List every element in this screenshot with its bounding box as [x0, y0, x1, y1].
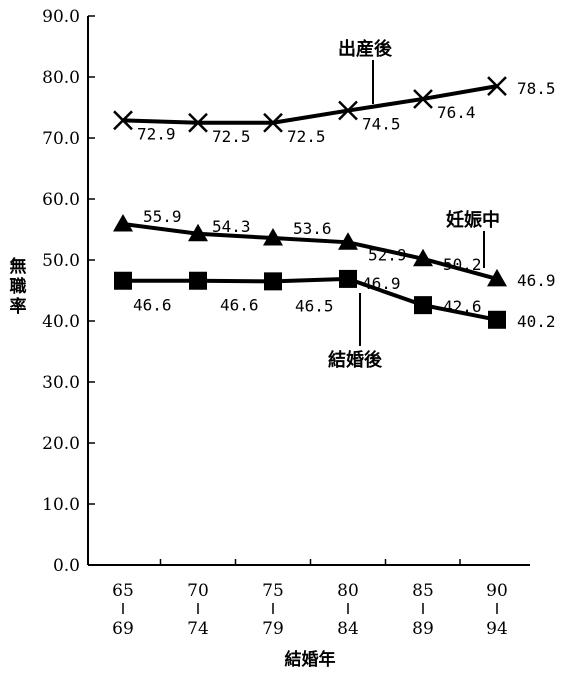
data-point-square-marker [414, 296, 432, 315]
series-layer [113, 76, 507, 329]
ticks-layer: 0.0 10.0 20.0 30.0 40.0 50.0 60.0 70.0 80.0 90.0 6… [10, 7, 508, 670]
x-tick-label-bottom: 69 [112, 619, 134, 639]
data-point-x-marker [413, 89, 433, 109]
x-tick-label-bottom: 89 [412, 619, 434, 639]
labels-layer: 72.9 72.5 72.5 74.5 76.4 78.5 55.9 54.3 53.6 52.9… [133, 79, 556, 331]
data-point-square-marker [488, 310, 506, 329]
data-label: 46.6 [133, 296, 172, 315]
y-tick-label: 50.0 [42, 251, 80, 271]
data-point-x-marker [113, 110, 133, 131]
data-label: 46.6 [220, 296, 259, 315]
x-tick-label-top: 70 [187, 581, 209, 601]
series-line-1 [122, 222, 498, 281]
x-axis-title: 結婚年 [285, 649, 336, 670]
data-point-x-marker [188, 112, 208, 133]
data-point-square-marker [339, 269, 357, 288]
x-tick-label-top: 85 [412, 581, 434, 601]
data-label: 53.6 [293, 219, 332, 238]
data-point-x-marker [338, 100, 358, 121]
data-label: 46.5 [295, 296, 334, 315]
data-label: 78.5 [517, 79, 556, 98]
series-line-2 [123, 276, 498, 322]
data-point-square-marker [264, 272, 282, 291]
data-label: 55.9 [143, 207, 182, 226]
y-axis-title-char: 職 [10, 276, 27, 297]
axes-layer [87, 16, 530, 566]
x-tick-label-bottom: 79 [262, 619, 284, 639]
data-label: 42.6 [443, 297, 482, 316]
series-name-label: 結婚後 [328, 349, 383, 371]
data-point-x-marker [263, 112, 283, 133]
x-tick-label-top: 65 [112, 581, 134, 601]
y-tick-label: 70.0 [42, 129, 80, 149]
data-label: 52.9 [368, 245, 407, 264]
x-tick-label-top: 75 [262, 581, 284, 601]
data-point-triangle-marker [113, 214, 133, 232]
data-label: 46.9 [517, 271, 556, 290]
data-label: 54.3 [212, 217, 251, 236]
series-name-label: 出産後 [338, 38, 393, 60]
data-point-triangle-marker [263, 228, 283, 246]
data-label: 76.4 [437, 103, 476, 122]
y-tick-label: 0.0 [53, 556, 80, 576]
y-tick-label: 60.0 [42, 190, 80, 210]
data-point-square-marker [189, 271, 207, 290]
data-label: 46.9 [362, 274, 401, 293]
data-label: 50.2 [443, 255, 482, 274]
data-point-square-marker [114, 271, 132, 290]
y-tick-label: 80.0 [42, 68, 80, 88]
y-tick-label: 30.0 [42, 373, 80, 393]
data-label: 40.2 [517, 312, 556, 331]
x-tick-label-bottom: 94 [486, 619, 508, 639]
data-label: 72.5 [287, 127, 326, 146]
y-axis-title-char: 率 [10, 296, 27, 317]
data-label: 74.5 [362, 115, 401, 134]
series-name-label: 妊娠中 [446, 209, 500, 231]
y-tick-label: 40.0 [42, 312, 80, 332]
data-point-triangle-marker [338, 232, 358, 250]
y-axis-title-char: 無 [10, 256, 27, 277]
data-label: 72.9 [137, 124, 176, 143]
y-tick-label: 90.0 [42, 7, 80, 27]
data-point-x-marker [487, 76, 507, 97]
y-tick-label: 20.0 [42, 434, 80, 454]
x-tick-label-bottom: 84 [337, 619, 359, 639]
data-point-triangle-marker [413, 248, 433, 267]
data-label: 72.5 [212, 127, 251, 146]
x-tick-label-top: 90 [486, 581, 508, 601]
series-line-0 [122, 84, 498, 125]
y-tick-label: 10.0 [42, 495, 80, 515]
x-tick-label-bottom: 74 [187, 619, 209, 639]
data-point-triangle-marker [188, 223, 208, 242]
x-tick-label-top: 80 [337, 581, 359, 601]
data-point-triangle-marker [487, 268, 507, 287]
